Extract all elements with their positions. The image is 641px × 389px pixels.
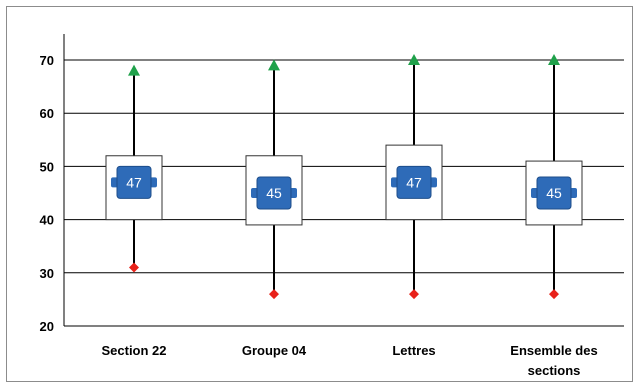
max-marker-2 <box>408 54 420 65</box>
max-marker-0 <box>128 64 140 76</box>
y-tick-label-50: 50 <box>40 159 54 174</box>
x-tick-label-3-line-0: Ensemble des <box>510 343 597 358</box>
y-tick-label-20: 20 <box>40 319 54 334</box>
min-marker-2 <box>409 289 419 300</box>
min-marker-0 <box>129 262 139 273</box>
max-marker-1 <box>268 59 280 71</box>
mean-label-0: 47 <box>126 174 142 190</box>
x-tick-label-1-line-0: Groupe 04 <box>242 343 307 358</box>
x-tick-label-0-line-0: Section 22 <box>101 343 166 358</box>
mean-label-1: 45 <box>266 185 282 201</box>
min-marker-3 <box>549 289 559 300</box>
min-marker-1 <box>269 289 279 300</box>
y-tick-label-70: 70 <box>40 53 54 68</box>
y-tick-label-60: 60 <box>40 106 54 121</box>
mean-badge-0 <box>116 165 152 199</box>
mean-badge-1 <box>256 176 292 210</box>
y-tick-label-40: 40 <box>40 213 54 228</box>
max-marker-3 <box>548 54 560 65</box>
mean-badge-2 <box>396 165 432 199</box>
y-tick-label-30: 30 <box>40 266 54 281</box>
x-tick-label-2-line-0: Lettres <box>392 343 435 358</box>
mean-label-2: 47 <box>406 174 422 190</box>
mean-label-3: 45 <box>546 185 562 201</box>
mean-badge-3 <box>536 176 572 210</box>
x-tick-label-3-line-1: sections <box>528 363 581 378</box>
